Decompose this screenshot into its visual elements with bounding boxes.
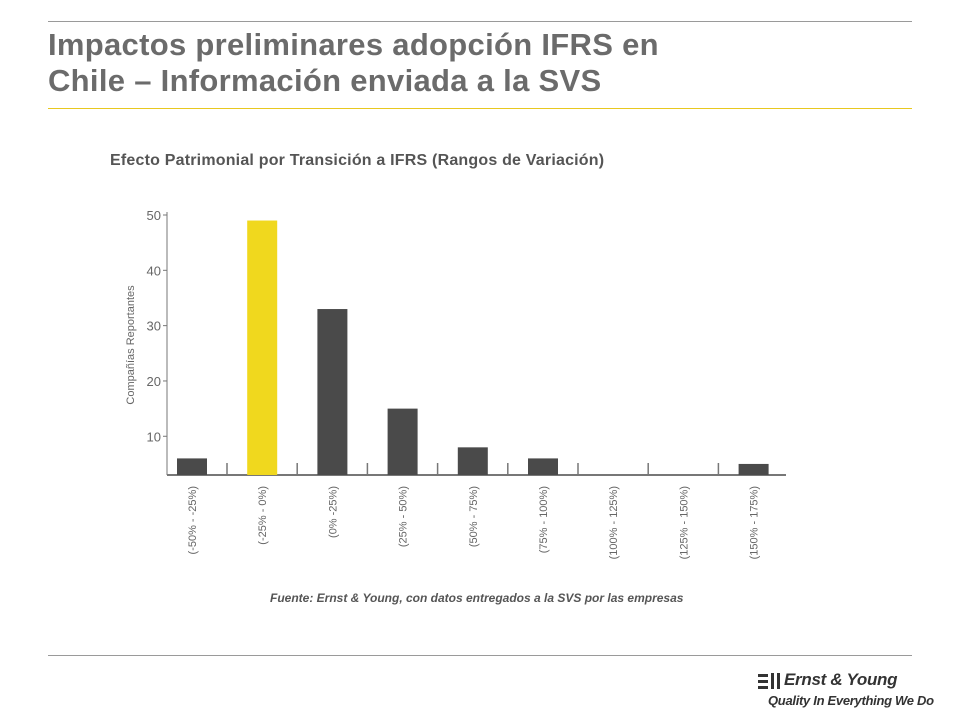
x-tick-label: (100% - 125%) bbox=[608, 486, 620, 559]
top-divider bbox=[48, 21, 912, 22]
y-tick-label: 40 bbox=[147, 263, 161, 278]
x-tick-label: (75% - 100%) bbox=[538, 486, 550, 553]
slide-title-line-2: Chile – Información enviada a la SVS bbox=[48, 63, 602, 98]
slide-title-line-1: Impactos preliminares adopción IFRS en bbox=[48, 27, 659, 62]
slide-title: Impactos preliminares adopción IFRS en C… bbox=[48, 27, 908, 99]
bar bbox=[317, 309, 348, 475]
bar-chart: 10 20 30 40 50 Compañías Reportantes (-50% - -… bbox=[125, 208, 786, 559]
y-axis-label: Compañías Reportantes bbox=[125, 285, 137, 405]
bar bbox=[387, 408, 418, 475]
x-tick-label: (25% - 50%) bbox=[398, 486, 410, 547]
x-tick-label: (0% -25%) bbox=[327, 486, 339, 538]
y-tick-label: 10 bbox=[147, 429, 161, 444]
chart-title: Efecto Patrimonial por Transición a IFRS… bbox=[110, 152, 605, 169]
x-tick-label: (150% - 175%) bbox=[749, 486, 761, 559]
x-tick-label: (125% - 150%) bbox=[678, 486, 690, 559]
ey-logo-mark-icon bbox=[758, 673, 780, 689]
logo-tagline: Quality In Everything We Do bbox=[768, 693, 934, 708]
footer-divider bbox=[48, 655, 912, 656]
chart-source-note: Fuente: Ernst & Young, con datos entrega… bbox=[270, 591, 684, 605]
bar bbox=[247, 220, 278, 475]
y-tick-label: 30 bbox=[147, 319, 161, 334]
title-underline bbox=[48, 108, 912, 109]
logo-wordmark: Ernst & Young bbox=[784, 670, 898, 689]
bar bbox=[528, 458, 558, 475]
x-tick-label: (-50% - -25%) bbox=[187, 486, 199, 554]
y-tick-label: 20 bbox=[147, 374, 161, 389]
x-tick-label: (-25% - 0%) bbox=[257, 486, 269, 545]
x-tick-label: (50% - 75%) bbox=[468, 486, 480, 547]
bar bbox=[457, 447, 488, 475]
y-tick-label: 50 bbox=[147, 208, 161, 223]
bar bbox=[177, 458, 207, 475]
bar bbox=[738, 463, 769, 475]
company-logo: Ernst & Young Quality In Everything We D… bbox=[758, 670, 934, 714]
